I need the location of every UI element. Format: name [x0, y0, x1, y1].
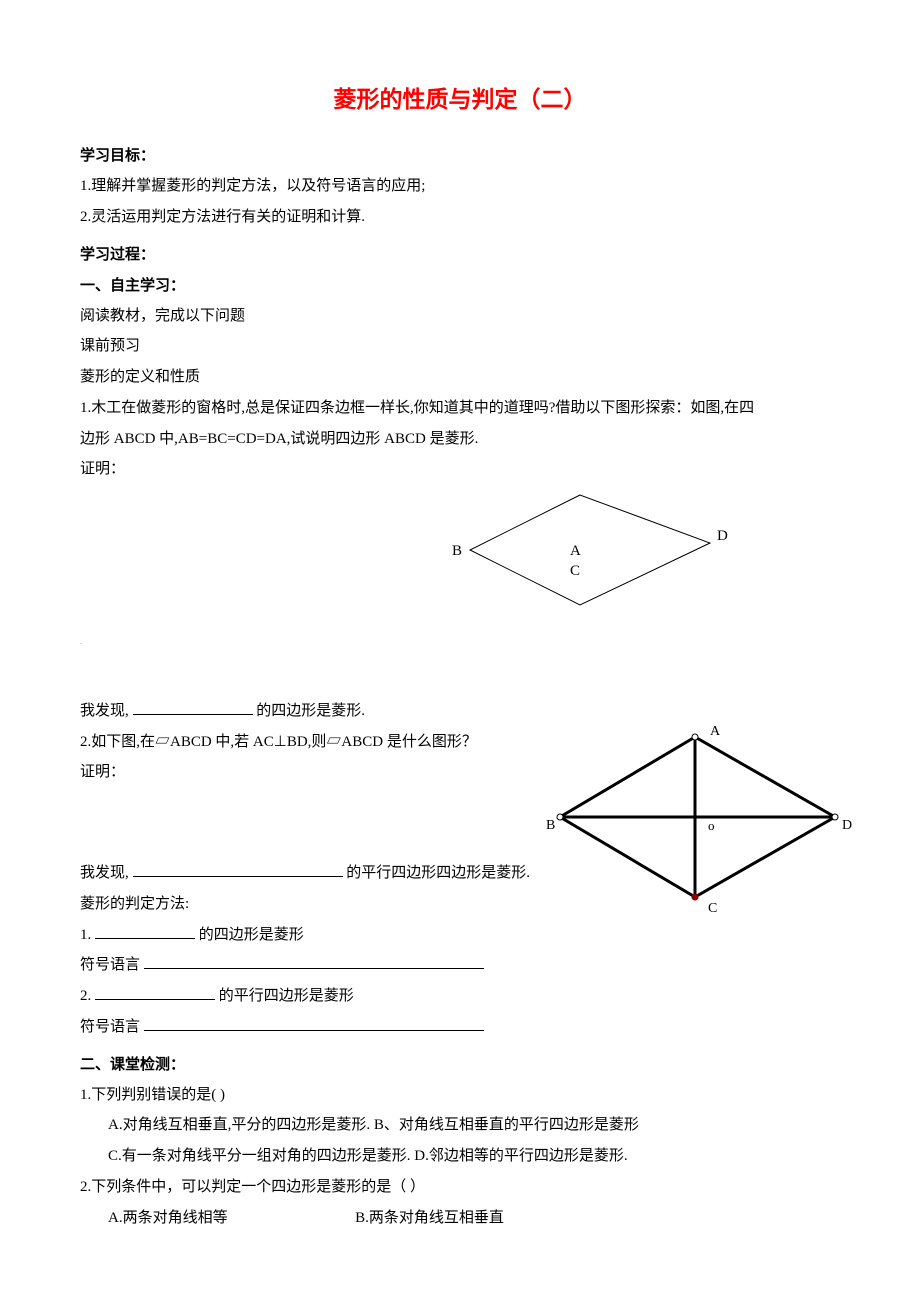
blank-sym-2[interactable]: [144, 1016, 484, 1031]
method-2b: 的平行四边形是菱形: [219, 988, 354, 1004]
diag1-label-C: C: [570, 563, 580, 579]
goal-1: 1.理解并掌握菱形的判定方法，以及符号语言的应用;: [80, 171, 840, 202]
test-q2-a: A.两条对角线相等: [108, 1210, 228, 1226]
test-q2-ab: A.两条对角线相等 B.两条对角线互相垂直: [80, 1203, 840, 1234]
blank-method-2[interactable]: [95, 985, 215, 1000]
diag1-label-A: A: [570, 543, 581, 559]
heading-process: 学习过程：: [80, 243, 840, 264]
blank-finding-2[interactable]: [133, 862, 343, 877]
method-2: 2. 的平行四边形是菱形: [80, 981, 840, 1012]
diag2-label-A: A: [710, 724, 721, 739]
diag2-label-D: D: [842, 818, 852, 833]
pre-3: 菱形的定义和性质: [80, 362, 840, 393]
diagram-2-block: 2.如下图,在▱ABCD 中,若 AC⊥BD,则▱ABCD 是什么图形？ 证明：…: [80, 727, 840, 859]
q1-line2: 边形 ABCD 中,AB=BC=CD=DA,试说明四边形 ABCD 是菱形.: [80, 424, 840, 455]
pre-1: 阅读教材，完成以下问题: [80, 301, 840, 332]
test-q1-ab: A.对角线互相垂直,平分的四边形是菱形. B、对角线互相垂直的平行四边形是菱形: [80, 1110, 840, 1141]
heading-section-1: 一、自主学习：: [80, 274, 840, 295]
goal-2: 2.灵活运用判定方法进行有关的证明和计算.: [80, 202, 840, 233]
pre-2: 课前预习: [80, 331, 840, 362]
test-q1-cd: C.有一条对角线平分一组对角的四边形是菱形. D.邻边相等的平行四边形是菱形.: [80, 1141, 840, 1172]
q1-proof: 证明：: [80, 454, 840, 485]
blank-method-1[interactable]: [95, 924, 195, 939]
symlang-1-label: 符号语言: [80, 957, 140, 973]
heading-section-2: 二、课堂检测：: [80, 1053, 840, 1074]
blank-finding-1[interactable]: [133, 700, 253, 715]
finding-1b: 的四边形是菱形.: [256, 703, 365, 719]
test-q2: 2.下列条件中，可以判定一个四边形是菱形的是（ ）: [80, 1172, 840, 1203]
worksheet-page: 菱形的性质与判定（二） 学习目标： 1.理解并掌握菱形的判定方法，以及符号语言的…: [0, 0, 920, 1302]
q1-line1: 1.木工在做菱形的窗格时,总是保证四条边框一样长,你知道其中的道理吗?借助以下图…: [80, 393, 840, 424]
page-title: 菱形的性质与判定（二）: [80, 80, 840, 114]
diag2-label-O: o: [708, 818, 715, 833]
test-q1: 1.下列判别错误的是( ): [80, 1080, 840, 1111]
symlang-2: 符号语言: [80, 1012, 840, 1043]
method-1b: 的四边形是菱形: [199, 927, 304, 943]
diagram-1-block: B D A C: [80, 485, 840, 625]
symlang-1: 符号语言: [80, 950, 840, 981]
finding-2b: 的平行四边形四边形是菱形.: [346, 865, 530, 881]
heading-goal: 学习目标：: [80, 144, 840, 165]
diag1-label-D: D: [717, 528, 728, 544]
method-1a: 1.: [80, 927, 91, 943]
method-2a: 2.: [80, 988, 91, 1004]
finding-1a: 我发现,: [80, 703, 133, 719]
method-1: 1. 的四边形是菱形: [80, 920, 840, 951]
test-q2-b: B.两条对角线互相垂直: [355, 1210, 504, 1226]
finding-2a: 我发现,: [80, 865, 129, 881]
diag2-label-C: C: [708, 901, 717, 916]
blank-sym-1[interactable]: [144, 954, 484, 969]
rhombus-diagram-2: A B C D o: [540, 717, 860, 917]
diag2-label-B: B: [546, 818, 555, 833]
rhombus-diagram-1: B D A C: [440, 485, 740, 635]
diag1-label-B: B: [452, 543, 462, 559]
symlang-2-label: 符号语言: [80, 1019, 140, 1035]
